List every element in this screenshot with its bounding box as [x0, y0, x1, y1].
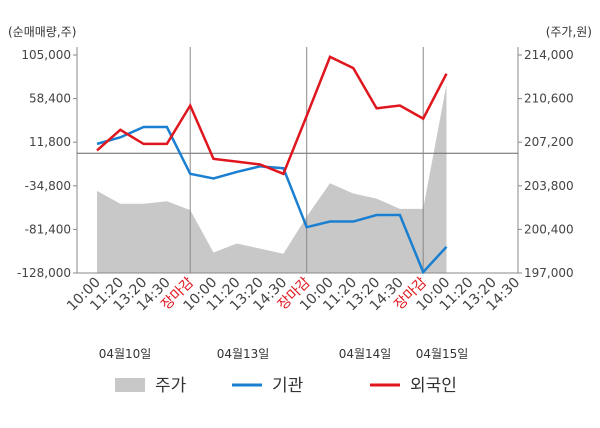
series-line — [96, 55, 448, 176]
y2-tick-label: 203,800 — [524, 179, 574, 193]
y-axis-label: (순매매량,주) — [8, 25, 76, 39]
price-area — [97, 84, 447, 274]
y2-tick-label: 214,000 — [524, 48, 574, 62]
y-tick-label: -81,400 — [25, 222, 71, 236]
date-label: 04월10일 — [99, 347, 152, 361]
legend-label: 기관 — [272, 376, 303, 396]
y2-tick-label: 200,400 — [524, 222, 574, 236]
legend-label: 주가 — [155, 376, 187, 396]
legend-label: 외국인 — [410, 376, 457, 396]
date-label: 04월14일 — [339, 347, 392, 361]
y2-tick-label: 197,000 — [524, 266, 574, 280]
y2-tick-label: 207,200 — [524, 135, 574, 149]
y-tick-label: 105,000 — [21, 48, 71, 62]
y2-axis-label: (주가,원) — [546, 25, 592, 39]
y2-tick-label: 210,600 — [524, 92, 574, 106]
y-tick-label: 11,800 — [29, 135, 71, 149]
y-tick-label: -34,800 — [25, 179, 71, 193]
y-tick-label: -128,000 — [17, 266, 71, 280]
y-tick-label: 58,400 — [29, 92, 71, 106]
date-label: 04월13일 — [217, 347, 270, 361]
legend-swatch — [115, 378, 145, 392]
series-line — [96, 125, 448, 275]
date-label: 04월15일 — [416, 347, 469, 361]
